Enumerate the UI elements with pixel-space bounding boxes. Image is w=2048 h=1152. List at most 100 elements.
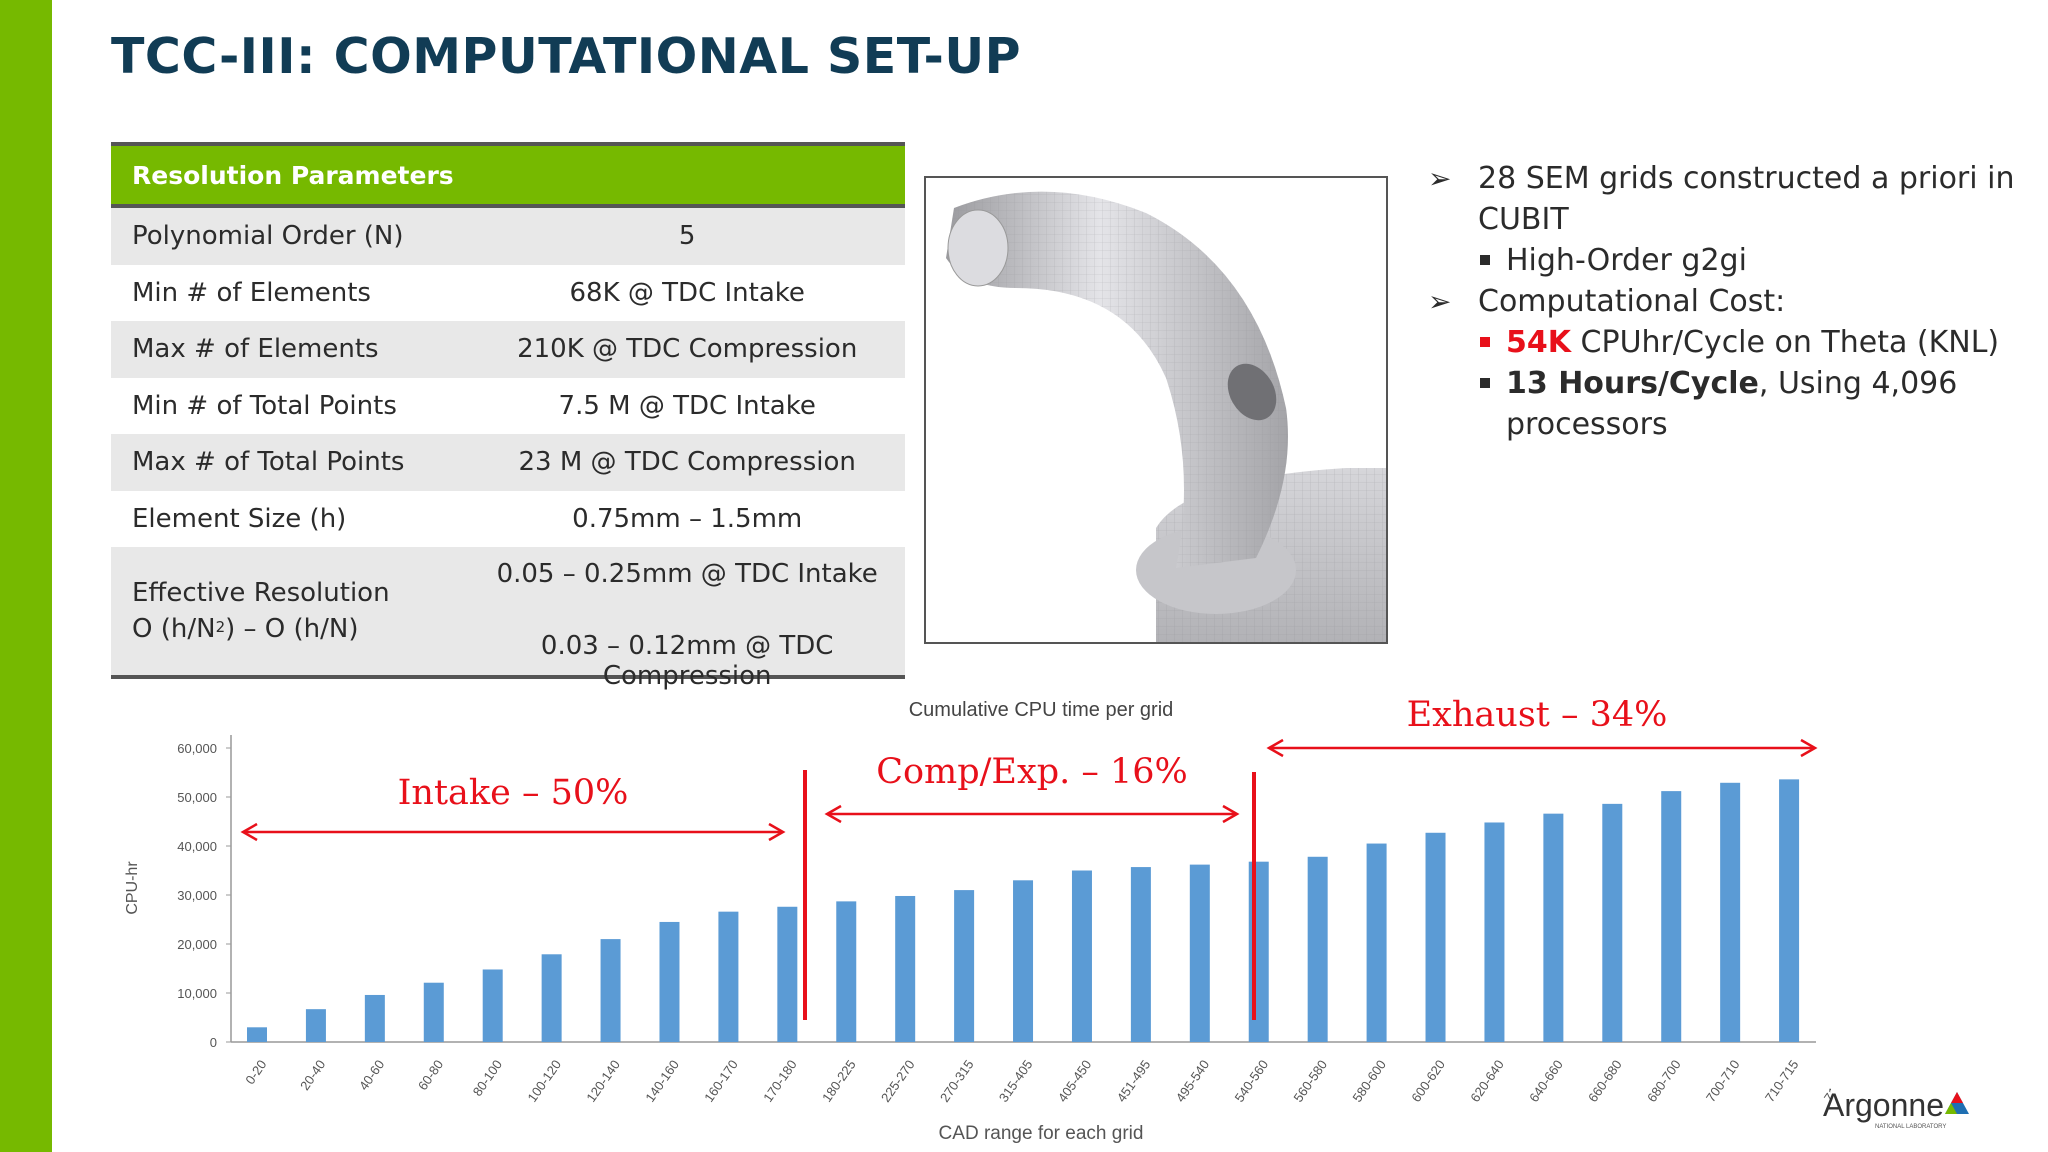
table-row-effective-resolution: Effective Resolution O (h/N2) – O (h/N) … xyxy=(111,547,905,691)
row-label: Max # of Elements xyxy=(111,321,470,378)
x-tick-label: 560-580 xyxy=(1290,1057,1330,1105)
x-tick-label: 640-660 xyxy=(1526,1057,1566,1105)
cumulative-cpu-chart: Cumulative CPU time per grid 0 10,000 20,00… xyxy=(124,695,1831,1144)
hours-highlight: 13 Hours/Cycle xyxy=(1506,366,1759,401)
x-tick-label: 680-700 xyxy=(1644,1057,1684,1105)
bar xyxy=(1130,867,1151,1042)
row-value: 0.75mm – 1.5mm xyxy=(469,490,905,547)
row-value: 23 M @ TDC Compression xyxy=(469,434,905,491)
bar xyxy=(1248,861,1269,1042)
bar xyxy=(1484,822,1505,1042)
bar xyxy=(1071,870,1092,1042)
effective-resolution-label: Effective Resolution xyxy=(132,578,390,608)
y-tick-label: 10,000 xyxy=(177,986,217,1001)
intake-arrow-head-right xyxy=(768,822,786,842)
effective-resolution-compression: 0.03 – 0.12mm @ TDC Compression xyxy=(540,631,834,691)
x-tick-label: 40-60 xyxy=(356,1057,387,1093)
bar xyxy=(1425,832,1446,1042)
sub-bullet-cpuhr: 54K CPUhr/Cycle on Theta (KNL) xyxy=(1428,322,2028,363)
row-label: Effective Resolution O (h/N2) – O (h/N) xyxy=(111,547,470,679)
x-tick-label: 600-620 xyxy=(1408,1057,1448,1105)
cpuhr-highlight: 54K xyxy=(1506,325,1571,360)
bullet-grids: ➢ 28 SEM grids constructed a priori in CU… xyxy=(1428,158,2028,240)
y-axis-label: CPU-hr xyxy=(124,861,141,915)
table-row: Max # of Elements 210K @ TDC Compression xyxy=(111,321,905,378)
x-tick-label: 20-40 xyxy=(297,1057,328,1093)
x-tick-label: 451-495 xyxy=(1114,1057,1154,1105)
bullet-cost: ➢ Computational Cost: xyxy=(1428,281,2028,322)
bar xyxy=(1307,856,1328,1042)
x-tick-label: 710-715 xyxy=(1762,1057,1802,1105)
exhaust-arrow-head-left xyxy=(1266,738,1284,758)
x-tick-label: 315-405 xyxy=(996,1057,1036,1105)
bar xyxy=(247,1027,267,1042)
bar xyxy=(423,982,444,1042)
bar xyxy=(777,906,798,1042)
table-row: Polynomial Order (N) 5 xyxy=(111,206,905,265)
table-row: Min # of Total Points 7.5 M @ TDC Intake xyxy=(111,377,905,434)
annotation-intake: Intake – 50% xyxy=(398,773,629,813)
x-tick-label: 160-170 xyxy=(701,1057,741,1105)
x-tick-label: 270-315 xyxy=(937,1057,977,1105)
compexp-arrow-head-left xyxy=(824,804,842,824)
x-tick-label: 80-100 xyxy=(470,1057,506,1099)
x-tick-label: 700-710 xyxy=(1703,1057,1743,1105)
sub-bullet-g2gi: High-Order g2gi xyxy=(1428,240,2028,281)
summary-bullets: ➢ 28 SEM grids constructed a priori in CU… xyxy=(1428,158,2028,445)
bar xyxy=(305,1009,326,1042)
bar xyxy=(1661,791,1682,1042)
bar xyxy=(1189,864,1210,1042)
page-title: TCC-III: COMPUTATIONAL SET-UP xyxy=(111,28,1022,85)
y-tick-label: 60,000 xyxy=(177,741,217,756)
argonne-logo: Argonne NATIONAL LABORATORY xyxy=(1823,1087,1969,1130)
bar xyxy=(659,921,680,1042)
row-label: Polynomial Order (N) xyxy=(111,206,470,265)
effective-resolution-intake: 0.05 – 0.25mm @ TDC Intake xyxy=(496,559,878,589)
table-row: Max # of Total Points 23 M @ TDC Compres… xyxy=(111,434,905,491)
square-bullet-icon xyxy=(1480,337,1490,347)
intake-port-mesh-image xyxy=(924,176,1388,644)
logo-text: Argonne xyxy=(1823,1087,1944,1123)
row-label: Max # of Total Points xyxy=(111,434,470,491)
bar xyxy=(482,969,503,1042)
row-label: Min # of Elements xyxy=(111,264,470,321)
bar xyxy=(954,890,975,1042)
annotation-exhaust: Exhaust – 34% xyxy=(1407,695,1668,735)
table-header: Resolution Parameters xyxy=(111,142,905,208)
bar xyxy=(364,994,385,1042)
x-tick-label: 170-180 xyxy=(760,1057,800,1105)
mesh-illustration xyxy=(946,191,1386,642)
x-tick-label: 580-600 xyxy=(1349,1057,1389,1105)
chart-title: Cumulative CPU time per grid xyxy=(909,699,1174,721)
x-tick-label: 540-560 xyxy=(1232,1057,1272,1105)
logo-subtext: NATIONAL LABORATORY xyxy=(1875,1124,1946,1130)
x-tick-label: 140-160 xyxy=(642,1057,682,1105)
bar xyxy=(895,895,916,1042)
row-label: Min # of Total Points xyxy=(111,377,470,434)
accent-side-bar xyxy=(0,0,52,1152)
x-tick-label: 0-20 xyxy=(242,1057,269,1087)
x-tick-label: 180-225 xyxy=(819,1057,859,1105)
arrow-bullet-icon: ➢ xyxy=(1428,285,1452,318)
row-value: 68K @ TDC Intake xyxy=(469,264,905,321)
resolution-parameters-table: Resolution Parameters Polynomial Order (… xyxy=(111,142,905,691)
exhaust-arrow-head-right xyxy=(1800,738,1818,758)
bar xyxy=(1602,803,1623,1042)
x-tick-label: 60-80 xyxy=(415,1057,446,1093)
y-tick-label: 20,000 xyxy=(177,937,217,952)
table-row: Min # of Elements 68K @ TDC Intake xyxy=(111,264,905,321)
table-row: Element Size (h) 0.75mm – 1.5mm xyxy=(111,490,905,547)
bar xyxy=(541,954,562,1042)
x-tick-label: 660-680 xyxy=(1585,1057,1625,1105)
sub-bullet-hours: 13 Hours/Cycle, Using 4,096 processors xyxy=(1428,363,2028,445)
compexp-arrow-head-right xyxy=(1222,804,1240,824)
y-tick-label: 50,000 xyxy=(177,790,217,805)
y-tick-label: 40,000 xyxy=(177,839,217,854)
x-axis-label: CAD range for each grid xyxy=(939,1123,1144,1144)
row-value: 0.05 – 0.25mm @ TDC Intake 0.03 – 0.12mm… xyxy=(469,547,905,691)
square-bullet-icon xyxy=(1480,255,1490,265)
bar xyxy=(718,911,739,1042)
x-tick-label: 405-450 xyxy=(1055,1057,1095,1105)
bar xyxy=(1720,782,1741,1042)
x-tick-label: 495-540 xyxy=(1173,1057,1213,1105)
